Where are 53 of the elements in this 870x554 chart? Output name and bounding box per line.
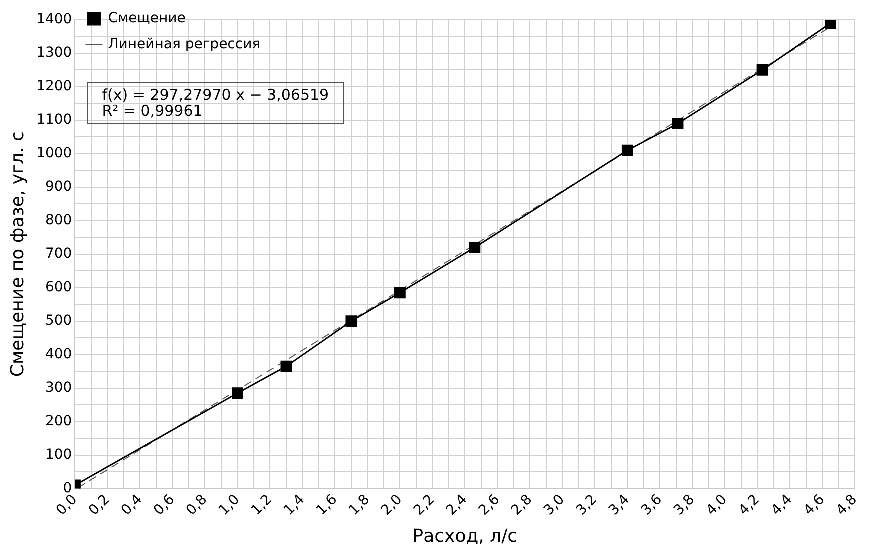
point xyxy=(346,316,358,328)
point xyxy=(394,287,406,299)
point xyxy=(469,242,481,254)
x-tick-label: 2,8 xyxy=(508,492,536,519)
point xyxy=(280,360,292,372)
x-tick-label: 1,8 xyxy=(346,492,374,519)
x-tick-label: 1,2 xyxy=(248,492,276,519)
x-tick-label: 0,8 xyxy=(184,492,211,519)
legend-label: Линейная регрессия xyxy=(108,36,261,53)
y-tick-label: 700 xyxy=(45,246,72,262)
y-tick-label: 600 xyxy=(45,280,72,296)
y-tick-label: 300 xyxy=(45,380,72,396)
x-tick-label: 0,6 xyxy=(151,492,178,519)
x-tick-label: 3,6 xyxy=(638,492,666,519)
x-tick-label: 1,6 xyxy=(314,492,341,519)
y-tick-label: 800 xyxy=(45,212,72,229)
x-tick-label: 4,0 xyxy=(703,492,731,519)
annotation: f(x) = 297,27970 x − 3,06519 xyxy=(102,86,330,104)
y-tick-label: 1200 xyxy=(36,78,72,95)
x-tick-label: 3,8 xyxy=(670,492,698,519)
x-tick-label: 3,0 xyxy=(541,492,568,519)
y-tick-label: 900 xyxy=(45,179,72,196)
x-axis-title: Расход, л/с xyxy=(412,526,518,547)
y-tick-label: 400 xyxy=(45,346,72,362)
x-tick-label: 1,0 xyxy=(216,492,244,519)
x-tick-label: 2,2 xyxy=(411,492,438,519)
y-tick-label: 1000 xyxy=(36,146,72,162)
x-tick-label: 4,8 xyxy=(833,492,861,519)
x-tick-label: 1,4 xyxy=(281,492,308,519)
point xyxy=(825,20,836,30)
point xyxy=(622,144,634,156)
x-tick-label: 4,2 xyxy=(736,492,764,519)
y-tick-label: 1400 xyxy=(36,12,72,28)
x-tick-label: 2,4 xyxy=(444,492,471,519)
y-tick-label: 500 xyxy=(45,312,72,329)
x-tick-label: 3,2 xyxy=(574,492,601,519)
y-tick-label: 100 xyxy=(45,446,72,463)
y-tick-label: 1300 xyxy=(36,45,72,62)
point xyxy=(672,118,684,130)
y-axis-title: Смещение по фазе, угл. с xyxy=(7,132,28,378)
legend-label: Смещение xyxy=(108,10,186,27)
annotation: R² = 0,99961 xyxy=(102,102,204,120)
x-tick-label: 0,4 xyxy=(118,492,146,519)
x-tick-label: 3,4 xyxy=(606,492,634,519)
y-tick-label: 200 xyxy=(45,413,72,430)
x-tick-label: 4,4 xyxy=(768,492,796,519)
x-tick-label: 2,6 xyxy=(476,492,504,519)
y-tick-label: 1100 xyxy=(36,112,72,128)
x-tick-label: 2,0 xyxy=(378,492,406,519)
point xyxy=(756,64,768,76)
x-tick-label: 0,2 xyxy=(86,492,114,519)
x-tick-label: 4,6 xyxy=(800,492,828,519)
point xyxy=(232,388,244,400)
